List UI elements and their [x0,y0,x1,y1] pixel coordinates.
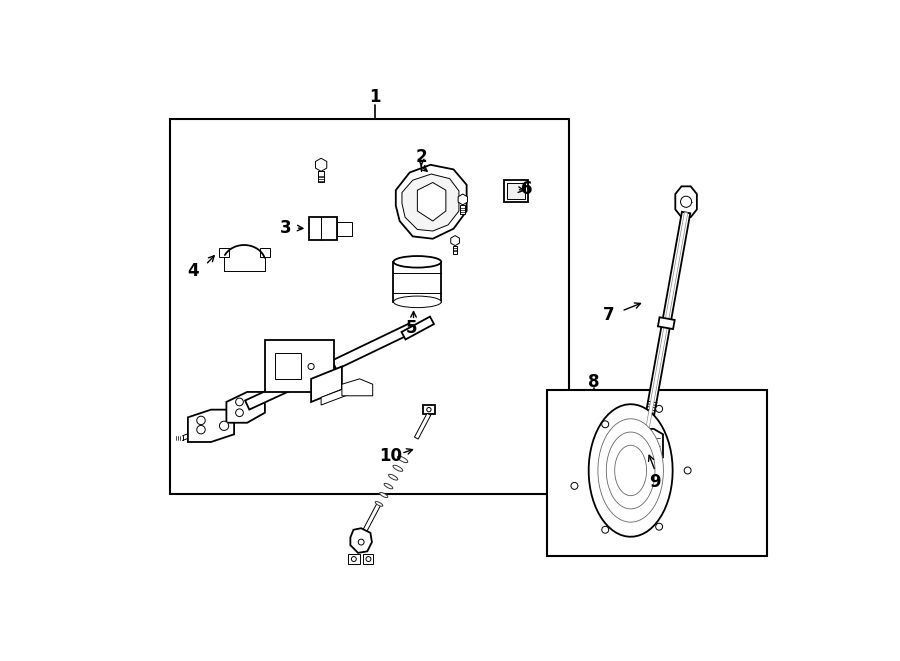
Polygon shape [458,194,467,205]
Text: 9: 9 [650,473,662,491]
Polygon shape [507,183,526,199]
Text: 3: 3 [280,219,292,237]
Polygon shape [504,180,528,202]
Polygon shape [418,182,446,221]
Polygon shape [274,354,302,379]
Text: 4: 4 [187,262,199,280]
Polygon shape [453,246,457,254]
Polygon shape [415,413,431,439]
Polygon shape [245,360,337,410]
Circle shape [571,483,578,489]
Polygon shape [642,212,690,441]
Polygon shape [615,446,646,496]
Polygon shape [321,387,349,405]
Circle shape [366,557,371,561]
Polygon shape [402,174,459,231]
Text: 7: 7 [603,306,615,324]
Polygon shape [644,212,688,440]
Polygon shape [227,392,265,423]
Ellipse shape [398,456,408,463]
Circle shape [680,196,691,208]
Polygon shape [219,248,229,257]
Text: 10: 10 [379,447,402,465]
Circle shape [220,421,229,430]
Circle shape [684,467,691,474]
Polygon shape [337,222,352,235]
Circle shape [427,407,431,412]
Ellipse shape [393,256,441,268]
Polygon shape [259,248,270,257]
Polygon shape [460,205,465,214]
Text: 8: 8 [588,373,599,391]
Circle shape [602,421,608,428]
Text: 6: 6 [521,180,533,198]
Polygon shape [675,186,697,217]
Polygon shape [364,555,374,564]
Circle shape [197,426,205,434]
Ellipse shape [393,296,441,307]
Polygon shape [451,235,459,246]
Ellipse shape [380,492,388,498]
Ellipse shape [375,502,382,506]
Polygon shape [393,262,441,302]
Text: 2: 2 [416,148,427,166]
Polygon shape [265,340,334,392]
Bar [170,118,569,494]
Polygon shape [358,503,381,541]
Polygon shape [342,379,373,396]
Polygon shape [401,317,434,340]
Circle shape [308,364,314,369]
Polygon shape [332,323,413,369]
Polygon shape [629,429,663,463]
Polygon shape [396,165,466,239]
Ellipse shape [389,475,398,480]
Polygon shape [350,528,372,553]
Text: 5: 5 [405,319,417,337]
Polygon shape [309,217,337,240]
Ellipse shape [393,465,403,471]
Polygon shape [607,432,655,509]
Ellipse shape [384,483,392,489]
Text: 1: 1 [369,88,381,106]
Circle shape [358,539,365,545]
Polygon shape [423,405,435,414]
Circle shape [602,526,608,533]
Bar [547,391,767,556]
Polygon shape [348,555,360,564]
Circle shape [236,409,243,416]
Circle shape [197,416,205,424]
Polygon shape [319,171,324,182]
Circle shape [236,398,243,406]
Polygon shape [598,419,663,522]
Circle shape [656,405,662,412]
Polygon shape [188,410,234,442]
Polygon shape [658,317,675,329]
Polygon shape [589,405,672,537]
Polygon shape [315,158,327,171]
Polygon shape [311,367,342,402]
Circle shape [351,557,356,561]
Circle shape [656,524,662,530]
